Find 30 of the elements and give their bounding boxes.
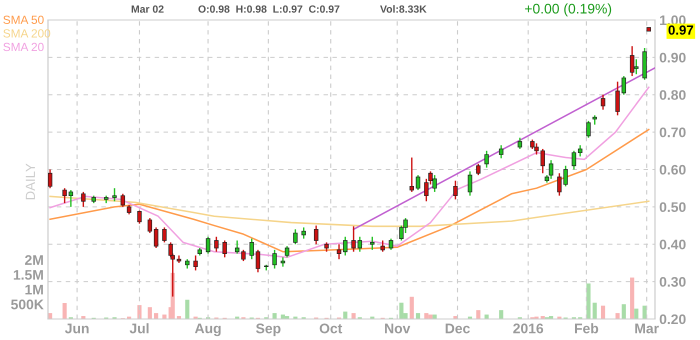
- y-tick-label: 0.50: [660, 202, 686, 212]
- y2-tick-label: 1.5M: [14, 270, 43, 280]
- y-tick-label: 0.30: [660, 276, 686, 287]
- y2-tick-label: 500K: [11, 300, 44, 310]
- y-tick-label: 0.40: [660, 240, 686, 250]
- text: SMA 200: [3, 29, 50, 38]
- annotation: 0.97: [668, 25, 694, 35]
- y-tick-label: 0.60: [660, 164, 686, 175]
- x-tick-label: Aug: [194, 324, 221, 336]
- x-tick-label: Nov: [385, 324, 410, 334]
- x-tick-label: Dec: [446, 324, 470, 334]
- text: O:0.98 H:0.98 L:0.97 C:0.97: [198, 5, 340, 13]
- y2-tick-label: 1M: [25, 284, 43, 294]
- x-tick-label: Jun: [64, 324, 89, 334]
- y-tick-label: 0.80: [660, 90, 686, 100]
- x-tick-label: Mar: [635, 324, 659, 334]
- x-tick-label: Sep: [256, 324, 281, 336]
- text: Vol:8.33K: [380, 5, 427, 13]
- text: +0.00 (0.19%): [525, 3, 612, 16]
- x-tick-label: Feb: [574, 323, 598, 334]
- y-tick-label: 0.90: [660, 52, 686, 63]
- x-tick-label: 2016: [513, 324, 544, 334]
- y2-tick-label: 2M: [25, 255, 43, 265]
- x-tick-label: Oct: [320, 324, 342, 334]
- y-tick-label: 0.20: [660, 314, 686, 324]
- y-tick-label: 0.70: [660, 127, 686, 138]
- text: Mar 02: [132, 5, 164, 13]
- text: SMA 20: [3, 42, 44, 52]
- x-tick-label: Jul: [130, 323, 149, 334]
- text: SMA 50: [3, 16, 44, 24]
